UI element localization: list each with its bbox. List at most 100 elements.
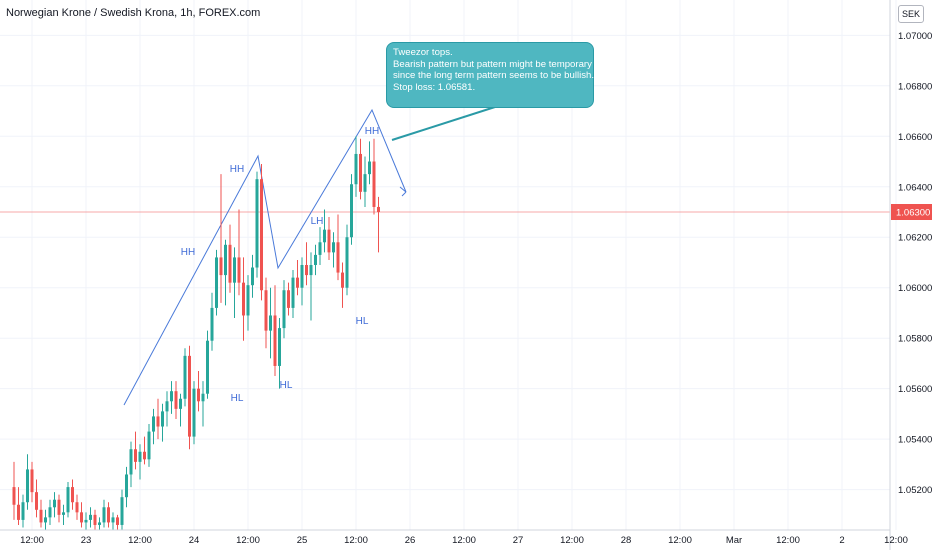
candle-body (372, 161, 376, 207)
x-tick-label: 28 (621, 535, 632, 546)
candle-body (147, 431, 151, 460)
candle-body (251, 267, 254, 286)
x-tick-label: 12:00 (452, 535, 476, 546)
y-tick-label: 1.06800 (898, 81, 932, 92)
candle-body (71, 487, 74, 503)
candle-body (111, 517, 115, 523)
x-tick-label: 25 (297, 535, 308, 546)
candle-body (318, 242, 322, 255)
candle-body (278, 328, 281, 366)
candle-body (291, 277, 295, 308)
candle-body (359, 153, 362, 192)
candle-body (368, 161, 371, 175)
candle-body (201, 393, 205, 402)
candle-body (210, 307, 214, 341)
candle-body (53, 499, 56, 508)
x-tick-label: 27 (513, 535, 524, 546)
y-tick-label: 1.06000 (898, 283, 932, 294)
candle-body (129, 449, 133, 475)
x-tick-label: 12:00 (884, 535, 908, 546)
x-tick-label: 12:00 (344, 535, 368, 546)
x-tick-label: 12:00 (236, 535, 260, 546)
candle-body (161, 411, 164, 427)
candle-body (233, 257, 236, 283)
candle-body (35, 492, 38, 510)
candle-body (84, 519, 88, 523)
x-tick-label: 2 (839, 535, 844, 546)
candle-body (188, 355, 191, 437)
candle-body (197, 388, 200, 402)
wave-label: HL (231, 393, 244, 404)
candle-body (12, 487, 16, 505)
candle-body (255, 179, 259, 268)
annotation-line-2: Bearish pattern but pattern might be tem… (393, 58, 592, 70)
candle-body (57, 499, 61, 515)
x-tick-label: 12:00 (20, 535, 44, 546)
candle-body (215, 257, 218, 308)
candle-body (192, 388, 196, 437)
x-tick-label: 24 (189, 535, 200, 546)
candle-body (116, 517, 119, 525)
candle-body (143, 451, 146, 460)
candle-body (107, 507, 110, 523)
candle-body (341, 272, 344, 288)
candle-body (102, 507, 106, 523)
candle-body (336, 242, 340, 273)
candle-body (93, 514, 97, 525)
candle-body (170, 391, 173, 402)
candle-body (219, 257, 223, 276)
candle-body (287, 290, 290, 308)
candle-body (156, 416, 160, 427)
x-tick-label: 23 (81, 535, 92, 546)
candle-body (174, 391, 178, 409)
candle-body (48, 507, 52, 518)
candle-body (66, 487, 70, 513)
candle-body (39, 509, 43, 523)
wave-label: HH (181, 247, 195, 258)
y-tick-label: 1.06600 (898, 132, 932, 143)
annotation-line-4: Stop loss: 1.06581. (393, 81, 476, 93)
candle-body (305, 265, 308, 276)
candle-body (21, 502, 25, 520)
y-tick-label: 1.05400 (898, 435, 932, 446)
candle-body (179, 398, 182, 409)
y-tick-label: 1.05800 (898, 334, 932, 345)
candle-body (89, 514, 92, 520)
x-tick-label: 12:00 (560, 535, 584, 546)
candle-body (30, 469, 34, 493)
annotation-line-1: Tweezor tops. (393, 47, 453, 58)
wave-label: HH (365, 126, 379, 137)
candle-body (120, 497, 124, 525)
last-price-label: 1.06300 (896, 208, 930, 219)
candle-body (345, 237, 349, 288)
candle-body (327, 229, 331, 253)
candle-body (354, 153, 358, 185)
candle-body (228, 244, 232, 283)
candle-body (17, 504, 20, 520)
candle-body (165, 401, 169, 412)
candle-body (377, 206, 380, 212)
candle-body (138, 451, 142, 462)
x-tick-label: 12:00 (776, 535, 800, 546)
candle-body (242, 282, 245, 316)
candle-body (264, 290, 268, 331)
candle-body (224, 244, 227, 276)
wave-label: HL (280, 380, 293, 391)
annotation-line-3: since the long term pattern seems to be … (393, 70, 595, 82)
trendline-arrowhead (401, 191, 407, 197)
x-tick-label: 12:00 (128, 535, 152, 546)
annotation-callout[interactable]: Tweezor tops. Bearish pattern but patter… (386, 42, 594, 108)
candle-body (206, 340, 209, 394)
candle-body (125, 474, 128, 498)
candle-body (75, 502, 79, 513)
candle-body (237, 257, 241, 283)
currency-badge[interactable]: SEK (898, 5, 924, 23)
callout-pointer (391, 106, 496, 141)
x-tick-label: Mar (726, 535, 742, 546)
candle-body (296, 277, 299, 288)
x-tick-label: 26 (405, 535, 416, 546)
candle-body (273, 315, 277, 366)
candle-body (314, 254, 317, 265)
y-tick-label: 1.05600 (898, 384, 932, 395)
